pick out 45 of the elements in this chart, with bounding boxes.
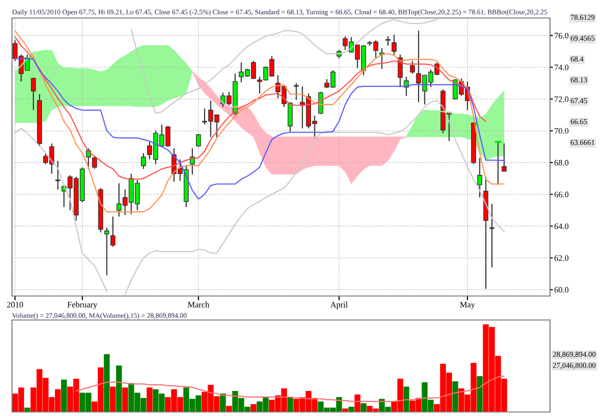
candlestick [140,152,146,170]
candlestick [55,160,60,190]
candlestick [190,148,195,176]
bar [104,354,110,412]
bar [354,394,360,412]
y-tick-label: 68.0 [554,160,568,166]
y-tick-label: 66.0 [554,192,568,198]
bar [348,406,354,412]
candlestick [30,77,36,111]
candlestick [294,82,299,100]
candlestick [196,133,201,148]
y-tick-label: 64.0 [554,223,568,230]
x-tick-label: April [330,302,348,310]
bar [360,403,366,412]
candlestick [489,203,494,268]
y-tick-label: 60.0 [554,286,568,293]
y-tick-label: 76.0 [554,32,568,38]
bar [476,376,483,412]
line-series [14,30,505,212]
y-tick-label: 72.0 [554,96,568,102]
line-series [130,19,438,114]
line-series [14,36,486,180]
candlestick [110,216,116,248]
bar [220,394,226,412]
candlestick [104,227,110,276]
y-tick-label: 70.0 [554,128,568,134]
y-tick-label: 62.0 [554,255,568,261]
x-tick-label: March [188,302,210,308]
candlestick [92,156,98,170]
bar [116,366,122,412]
x-tick-label: 2010 [7,302,24,308]
candlestick [392,34,397,56]
candlestick [386,36,390,46]
bar [226,406,232,412]
x-tick-label: May [460,302,476,310]
candlestick [410,60,415,74]
bar [122,387,128,412]
bar [146,387,152,412]
bar [110,386,116,412]
bar [61,380,67,412]
y-tick-label: 74.0 [554,64,568,70]
candlestick [477,157,482,198]
x-tick-label: February [68,302,98,310]
bar [250,404,256,412]
candlestick [502,142,507,172]
